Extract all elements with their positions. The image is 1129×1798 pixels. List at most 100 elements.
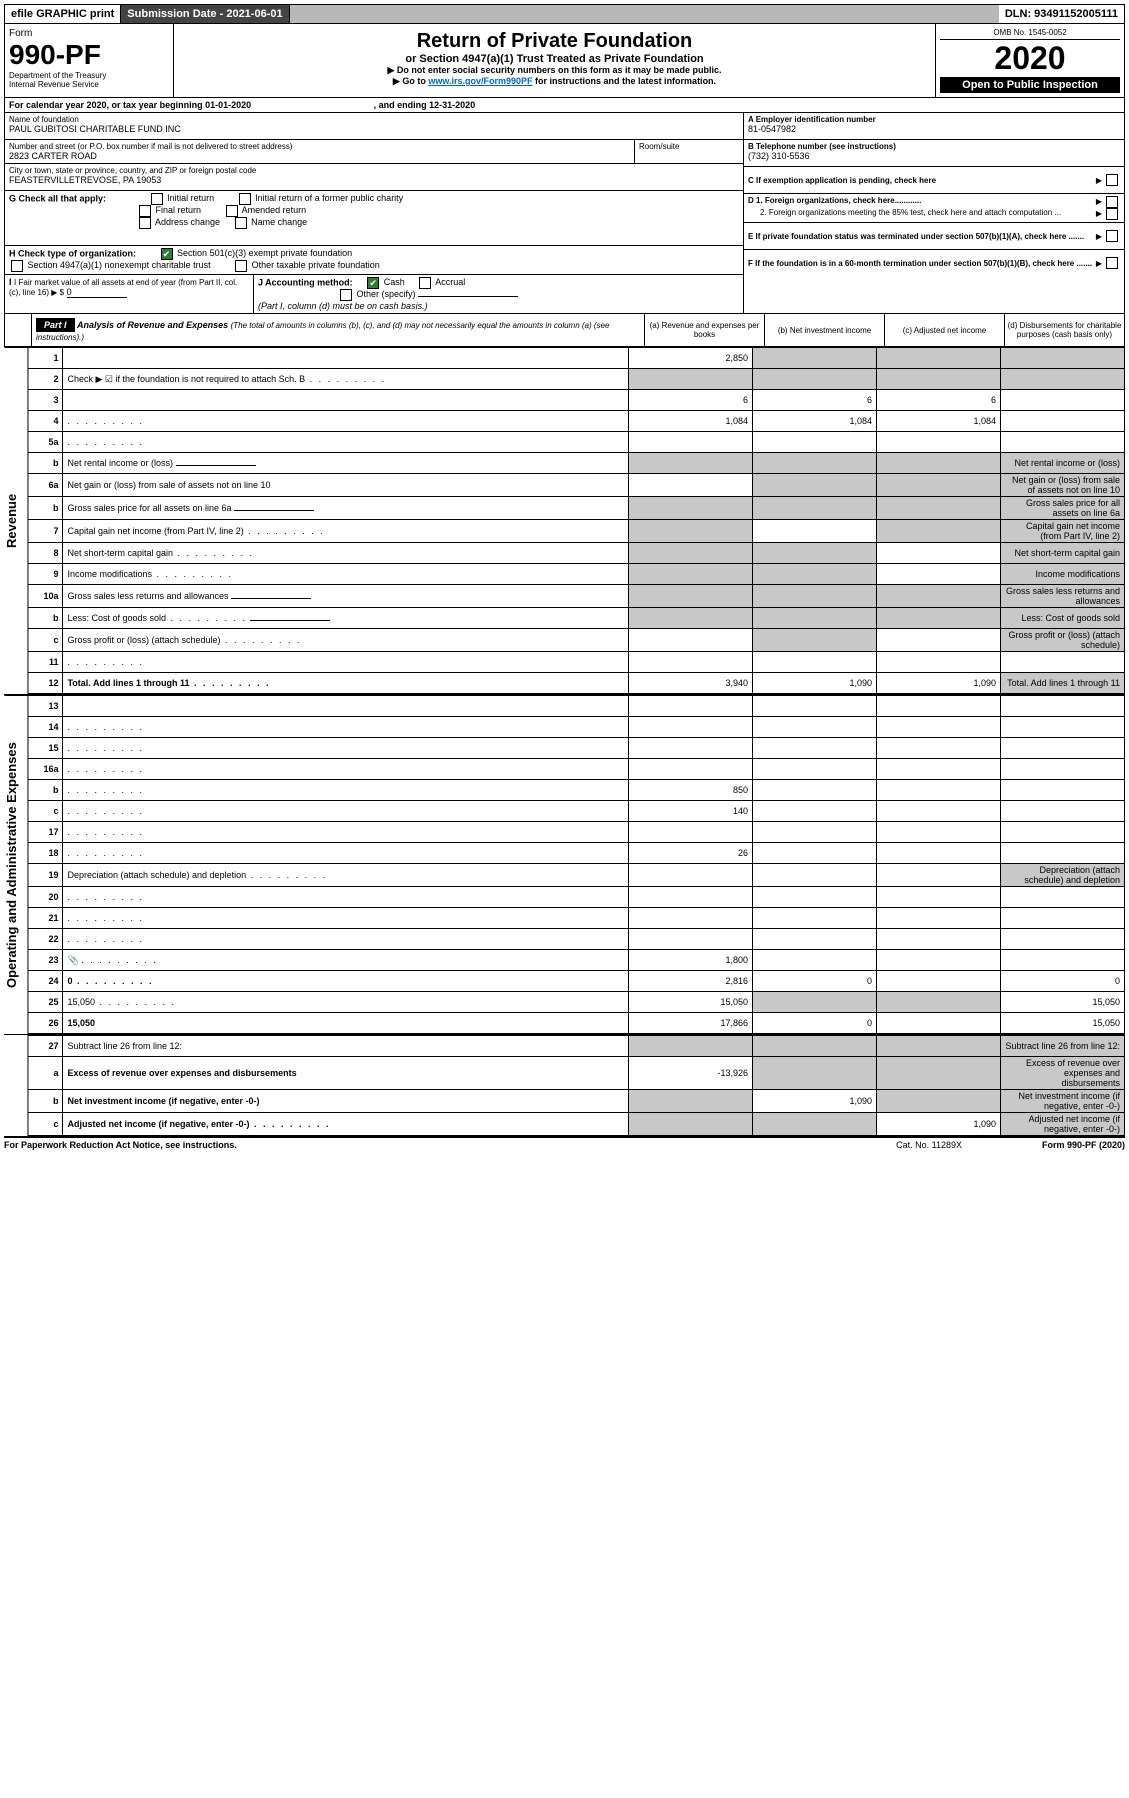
table-row: bGross sales price for all assets on lin…: [28, 497, 1124, 520]
table-row: 20: [28, 887, 1124, 908]
table-row: 9Income modificationsIncome modification…: [28, 564, 1124, 585]
cb-initial-former[interactable]: [239, 193, 251, 205]
col-b-head: (b) Net investment income: [764, 314, 884, 346]
col-d-head: (d) Disbursements for charitable purpose…: [1004, 314, 1124, 346]
table-row: 8Net short-term capital gainNet short-te…: [28, 543, 1124, 564]
final-section: 27Subtract line 26 from line 12:Subtract…: [4, 1035, 1125, 1138]
cb-4947a1[interactable]: [11, 260, 23, 272]
c-cell: C If exemption application is pending, c…: [744, 167, 1124, 194]
cb-final-return[interactable]: [139, 205, 151, 217]
city-cell: City or town, state or province, country…: [5, 164, 743, 191]
form-ref: Form 990-PF (2020): [1042, 1140, 1125, 1150]
cb-name-change[interactable]: [235, 217, 247, 229]
form-subtitle: or Section 4947(a)(1) Trust Treated as P…: [180, 53, 929, 65]
form-label: Form: [9, 28, 169, 39]
submission-date: Submission Date - 2021-06-01: [121, 5, 289, 23]
instr-link: ▶ Go to www.irs.gov/Form990PF for instru…: [180, 76, 929, 87]
cb-501c3[interactable]: [161, 248, 173, 260]
table-row: 16a: [28, 759, 1124, 780]
cb-initial-return[interactable]: [151, 193, 163, 205]
table-row: 5a: [28, 432, 1124, 453]
table-row: 13: [28, 696, 1124, 717]
table-row: 14: [28, 717, 1124, 738]
cb-cash[interactable]: [367, 277, 379, 289]
f-cell: F If the foundation is in a 60-month ter…: [744, 250, 1124, 276]
cb-amended-return[interactable]: [226, 205, 238, 217]
cb-other-taxable[interactable]: [235, 260, 247, 272]
table-row: 11: [28, 652, 1124, 673]
calendar-year-row: For calendar year 2020, or tax year begi…: [4, 98, 1125, 113]
table-row: c140: [28, 801, 1124, 822]
table-row: aExcess of revenue over expenses and dis…: [28, 1057, 1124, 1090]
table-row: 21: [28, 908, 1124, 929]
dln: DLN: 93491152005111: [999, 5, 1124, 23]
table-row: 22: [28, 929, 1124, 950]
table-row: b850: [28, 780, 1124, 801]
table-row: 2Check ▶ ☑ if the foundation is not requ…: [28, 369, 1124, 390]
cat-no: Cat. No. 11289X: [896, 1140, 962, 1150]
cb-foreign-org[interactable]: [1106, 196, 1118, 208]
table-row: 12Total. Add lines 1 through 113,9401,09…: [28, 673, 1124, 694]
dept-treasury: Department of the Treasury: [9, 71, 169, 80]
phone-cell: B Telephone number (see instructions) (7…: [744, 140, 1124, 167]
table-row: 1826: [28, 843, 1124, 864]
open-inspection: Open to Public Inspection: [940, 77, 1120, 93]
part1-label: Part I: [36, 318, 75, 332]
attachment-icon[interactable]: 📎: [67, 955, 78, 965]
cb-status-terminated[interactable]: [1106, 230, 1118, 242]
cb-foreign-85[interactable]: [1106, 208, 1118, 220]
table-row: 23📎 1,800: [28, 950, 1124, 971]
g-check-row: G Check all that apply: Initial return I…: [5, 191, 743, 246]
irs-link[interactable]: www.irs.gov/Form990PF: [428, 76, 532, 86]
col-c-head: (c) Adjusted net income: [884, 314, 1004, 346]
table-row: 7Capital gain net income (from Part IV, …: [28, 520, 1124, 543]
table-row: 41,0841,0841,084: [28, 411, 1124, 432]
form-number: 990-PF: [9, 39, 169, 71]
omb-no: OMB No. 1545-0052: [940, 28, 1120, 40]
revenue-side-label: Revenue: [4, 347, 28, 694]
form-title: Return of Private Foundation: [180, 30, 929, 53]
table-row: 6aNet gain or (loss) from sale of assets…: [28, 474, 1124, 497]
table-row: 27Subtract line 26 from line 12:Subtract…: [28, 1036, 1124, 1057]
page-footer: For Paperwork Reduction Act Notice, see …: [4, 1138, 1125, 1150]
table-row: 2615,05017,866015,050: [28, 1013, 1124, 1034]
form-header: Form 990-PF Department of the Treasury I…: [4, 24, 1125, 98]
ein-cell: A Employer identification number 81-0547…: [744, 113, 1124, 140]
table-row: 15: [28, 738, 1124, 759]
table-row: cGross profit or (loss) (attach schedule…: [28, 629, 1124, 652]
table-row: cAdjusted net income (if negative, enter…: [28, 1113, 1124, 1136]
table-row: 12,850: [28, 348, 1124, 369]
i-j-row: I I Fair market value of all assets at e…: [5, 275, 743, 313]
cb-other-method[interactable]: [340, 289, 352, 301]
part1-header: Part I Analysis of Revenue and Expenses …: [4, 314, 1125, 347]
h-check-row: H Check type of organization: Section 50…: [5, 246, 743, 275]
revenue-table: 12,8502Check ▶ ☑ if the foundation is no…: [28, 347, 1125, 694]
foundation-name-cell: Name of foundation PAUL GUBITOSI CHARITA…: [5, 113, 743, 140]
info-grid: Name of foundation PAUL GUBITOSI CHARITA…: [4, 113, 1125, 314]
dept-irs: Internal Revenue Service: [9, 80, 169, 89]
tax-year: 2020: [940, 40, 1120, 77]
table-row: 17: [28, 822, 1124, 843]
paperwork-notice: For Paperwork Reduction Act Notice, see …: [4, 1140, 237, 1150]
cb-60-month[interactable]: [1106, 257, 1118, 269]
table-row: 2402,81600: [28, 971, 1124, 992]
table-row: bNet rental income or (loss) Net rental …: [28, 453, 1124, 474]
address-row: Number and street (or P.O. box number if…: [5, 140, 743, 164]
d-cell: D 1. Foreign organizations, check here..…: [744, 194, 1124, 223]
expenses-side-label: Operating and Administrative Expenses: [4, 695, 28, 1034]
table-row: 19Depreciation (attach schedule) and dep…: [28, 864, 1124, 887]
table-row: 10aGross sales less returns and allowanc…: [28, 585, 1124, 608]
expenses-section: Operating and Administrative Expenses 13…: [4, 695, 1125, 1035]
cb-address-change[interactable]: [139, 217, 151, 229]
table-row: 3666: [28, 390, 1124, 411]
top-bar: efile GRAPHIC print Submission Date - 20…: [4, 4, 1125, 24]
table-row: 2515,05015,05015,050: [28, 992, 1124, 1013]
table-row: bLess: Cost of goods sold Less: Cost of …: [28, 608, 1124, 629]
table-row: bNet investment income (if negative, ent…: [28, 1090, 1124, 1113]
expenses-table: 13141516ab850c14017182619Depreciation (a…: [28, 695, 1125, 1034]
final-table: 27Subtract line 26 from line 12:Subtract…: [28, 1035, 1125, 1136]
cb-accrual[interactable]: [419, 277, 431, 289]
cb-exemption-pending[interactable]: [1106, 174, 1118, 186]
e-cell: E If private foundation status was termi…: [744, 223, 1124, 250]
efile-print[interactable]: efile GRAPHIC print: [5, 5, 121, 23]
